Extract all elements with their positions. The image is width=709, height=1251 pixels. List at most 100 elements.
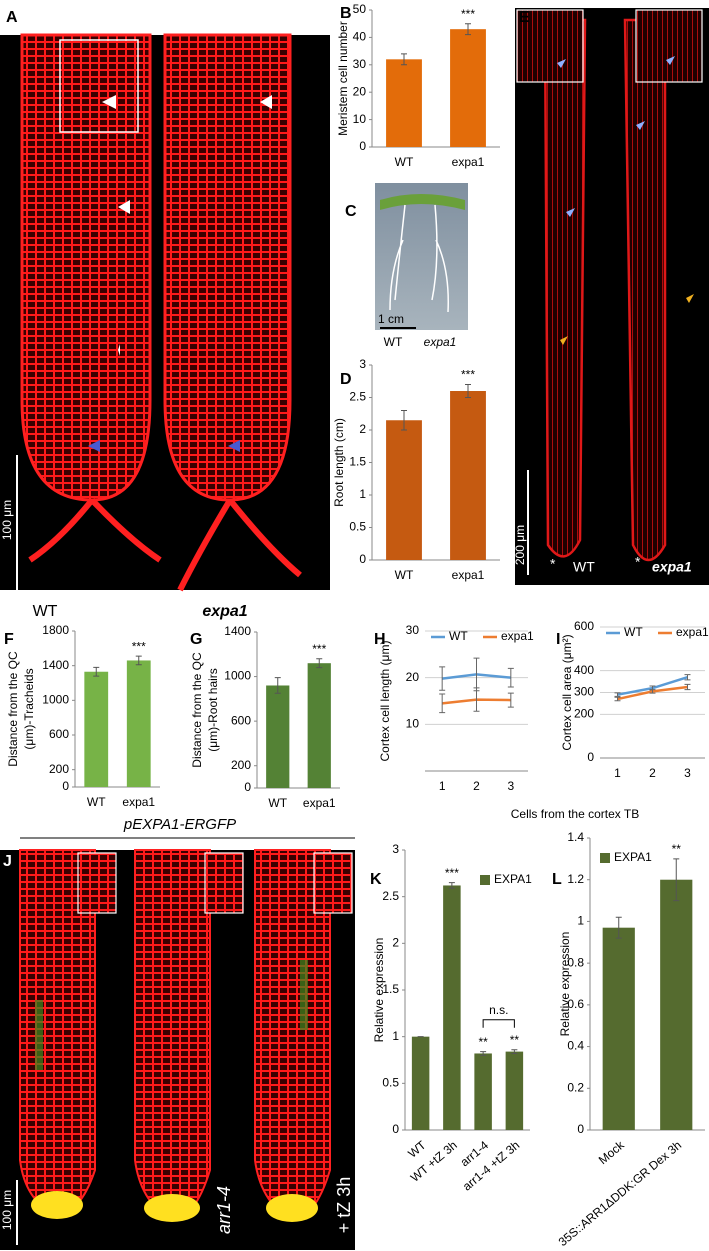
image-label: WT (384, 335, 403, 349)
x-tick-label: WT (405, 1138, 429, 1161)
error-bar (507, 692, 514, 708)
x-tick-label: WT (87, 795, 106, 809)
x-tick-label: 1 (439, 779, 446, 793)
error-bar (684, 674, 691, 681)
x-tick-label: 3 (684, 766, 691, 780)
bracket (482, 1019, 515, 1028)
image-label: WT (573, 559, 595, 575)
bar (126, 660, 151, 787)
y-axis-label: Root length (cm) (332, 418, 346, 507)
y-tick-label: 1400 (42, 658, 69, 672)
image-title: pEXPA1-ERGFP (123, 816, 236, 833)
y-tick-label: 0 (359, 139, 366, 153)
y-tick-label: 1 (359, 487, 366, 501)
y-tick-label: 400 (574, 663, 594, 677)
y-tick-label: 1 (392, 1029, 399, 1043)
y-axis-label: Relative expression (558, 932, 572, 1037)
scale-label: 100 μm (0, 500, 14, 540)
legend-label: WT (624, 625, 643, 639)
x-tick-label: 3 (507, 779, 514, 793)
y-tick-label: 0.6 (567, 997, 584, 1011)
y-tick-label: 0.5 (349, 520, 366, 534)
error-bar (614, 696, 621, 702)
error-bar (448, 882, 455, 889)
y-tick-label: 50 (353, 2, 367, 16)
error-bar (684, 683, 691, 691)
annotation: *** (461, 7, 475, 21)
y-tick-label: 0 (577, 1122, 584, 1136)
y-tick-label: 300 (574, 685, 594, 699)
panel-label: A (6, 9, 18, 26)
error-bar (316, 658, 323, 669)
bar (266, 685, 290, 788)
y-tick-label: 3 (359, 357, 366, 371)
image-e: 200 μm E * WT * expa1 (513, 8, 709, 585)
image-mark: * (550, 556, 556, 572)
legend-label: EXPA1 (494, 872, 532, 886)
legend-label: EXPA1 (614, 850, 652, 864)
y-tick-label: 1000 (224, 669, 251, 683)
panel-label: H (374, 631, 386, 648)
error-bar (507, 667, 514, 688)
scale-label: 1 cm (378, 312, 404, 326)
error-bar (614, 692, 621, 697)
x-tick-label: 2 (649, 766, 656, 780)
y-tick-label: 1800 (42, 623, 69, 637)
y-tick-label: 0 (244, 780, 251, 794)
y-tick-label: 600 (49, 727, 69, 741)
y-tick-label: 10 (406, 717, 420, 731)
image-label: WT (33, 603, 58, 620)
y-tick-label: 1.2 (567, 872, 584, 886)
y-tick-label: 600 (231, 713, 251, 727)
annotation: ** (510, 1033, 520, 1047)
bar (307, 663, 331, 788)
y-tick-label: 200 (231, 758, 251, 772)
image-label: expa1 (424, 335, 457, 349)
y-tick-label: 2.5 (382, 889, 399, 903)
panel-label: L (552, 871, 562, 888)
y-axis-label: Cortex cell length (μm) (378, 641, 392, 762)
y-tick-label: 2 (359, 422, 366, 436)
panel-label: G (190, 631, 202, 648)
y-tick-label: 2 (392, 936, 399, 950)
y-axis-label: Distance from the QC (190, 652, 204, 768)
image-mark: * (635, 554, 641, 570)
error-bar (615, 916, 622, 939)
y-tick-label: 0.4 (567, 1039, 584, 1053)
error-bar (511, 1049, 518, 1054)
bar (474, 1053, 492, 1130)
bar (386, 59, 422, 147)
y-tick-label: 0 (587, 750, 594, 764)
bar (450, 29, 486, 147)
y-tick-label: 30 (406, 623, 420, 637)
y-axis-label: Cortex cell area (μm²) (560, 634, 574, 750)
y-tick-label: 1400 (224, 624, 251, 638)
bar (443, 885, 461, 1130)
y-tick-label: 20 (406, 670, 420, 684)
y-axis-label: Relative expression (372, 938, 386, 1043)
panel-label: K (370, 871, 382, 888)
annotation: ** (672, 842, 682, 856)
panel-label: F (4, 631, 14, 648)
x-tick-label: 2 (473, 779, 480, 793)
y-tick-label: 0 (392, 1122, 399, 1136)
image-a: 100 μm A WT expa1 (0, 9, 330, 620)
error-bar (673, 858, 680, 902)
x-tick-label: Mock (596, 1137, 628, 1167)
x-tick-label: WT (395, 155, 414, 169)
error-bar (465, 23, 471, 36)
x-tick-label: expa1 (452, 568, 485, 582)
legend-label: WT (449, 629, 468, 643)
x-tick-label: WT (268, 796, 287, 810)
bar (602, 927, 635, 1130)
y-tick-label: 1000 (42, 693, 69, 707)
x-tick-label: 1 (614, 766, 621, 780)
error-bar (439, 666, 446, 691)
bar (505, 1051, 524, 1130)
annotation: *** (312, 642, 326, 656)
panel-label: B (340, 5, 352, 22)
legend-swatch (480, 875, 490, 885)
image-c: 1 cm C WT expa1 (345, 183, 468, 349)
bar (660, 879, 693, 1130)
error-bar (93, 666, 100, 677)
